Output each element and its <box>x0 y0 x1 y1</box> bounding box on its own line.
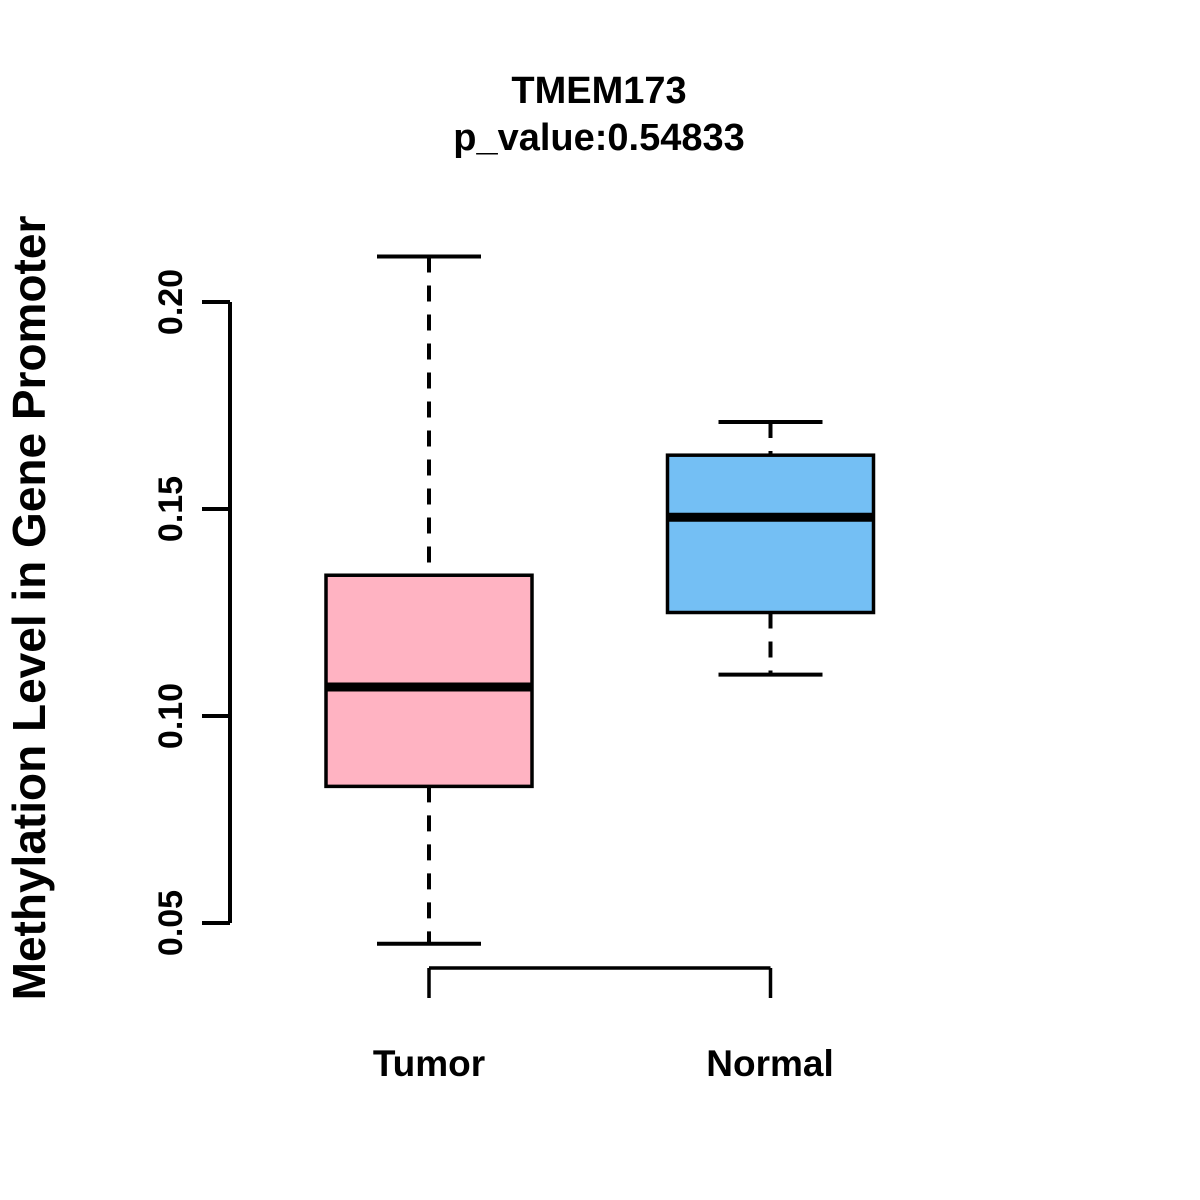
x-category-label-normal: Normal <box>706 1043 833 1084</box>
iqr-box <box>665 453 876 615</box>
boxplot-normal <box>665 420 876 677</box>
boxplot-tumor <box>324 254 534 946</box>
y-tick-label-0.15: 0.15 <box>152 476 190 542</box>
y-tick-label-0.20: 0.20 <box>152 269 190 335</box>
chart-title-block: TMEM173 p_value:0.54833 <box>199 68 999 162</box>
y-axis-title: Methylation Level in Gene Promoter <box>3 216 55 1001</box>
y-tick-label-0.10: 0.10 <box>152 683 190 749</box>
iqr-box <box>324 573 534 789</box>
plot-geometry <box>202 254 876 998</box>
chart-title: TMEM173 <box>511 70 687 112</box>
y-tick-label-0.05: 0.05 <box>152 890 190 956</box>
chart-subtitle: p_value:0.54833 <box>453 117 745 159</box>
x-category-label-tumor: Tumor <box>373 1043 485 1084</box>
